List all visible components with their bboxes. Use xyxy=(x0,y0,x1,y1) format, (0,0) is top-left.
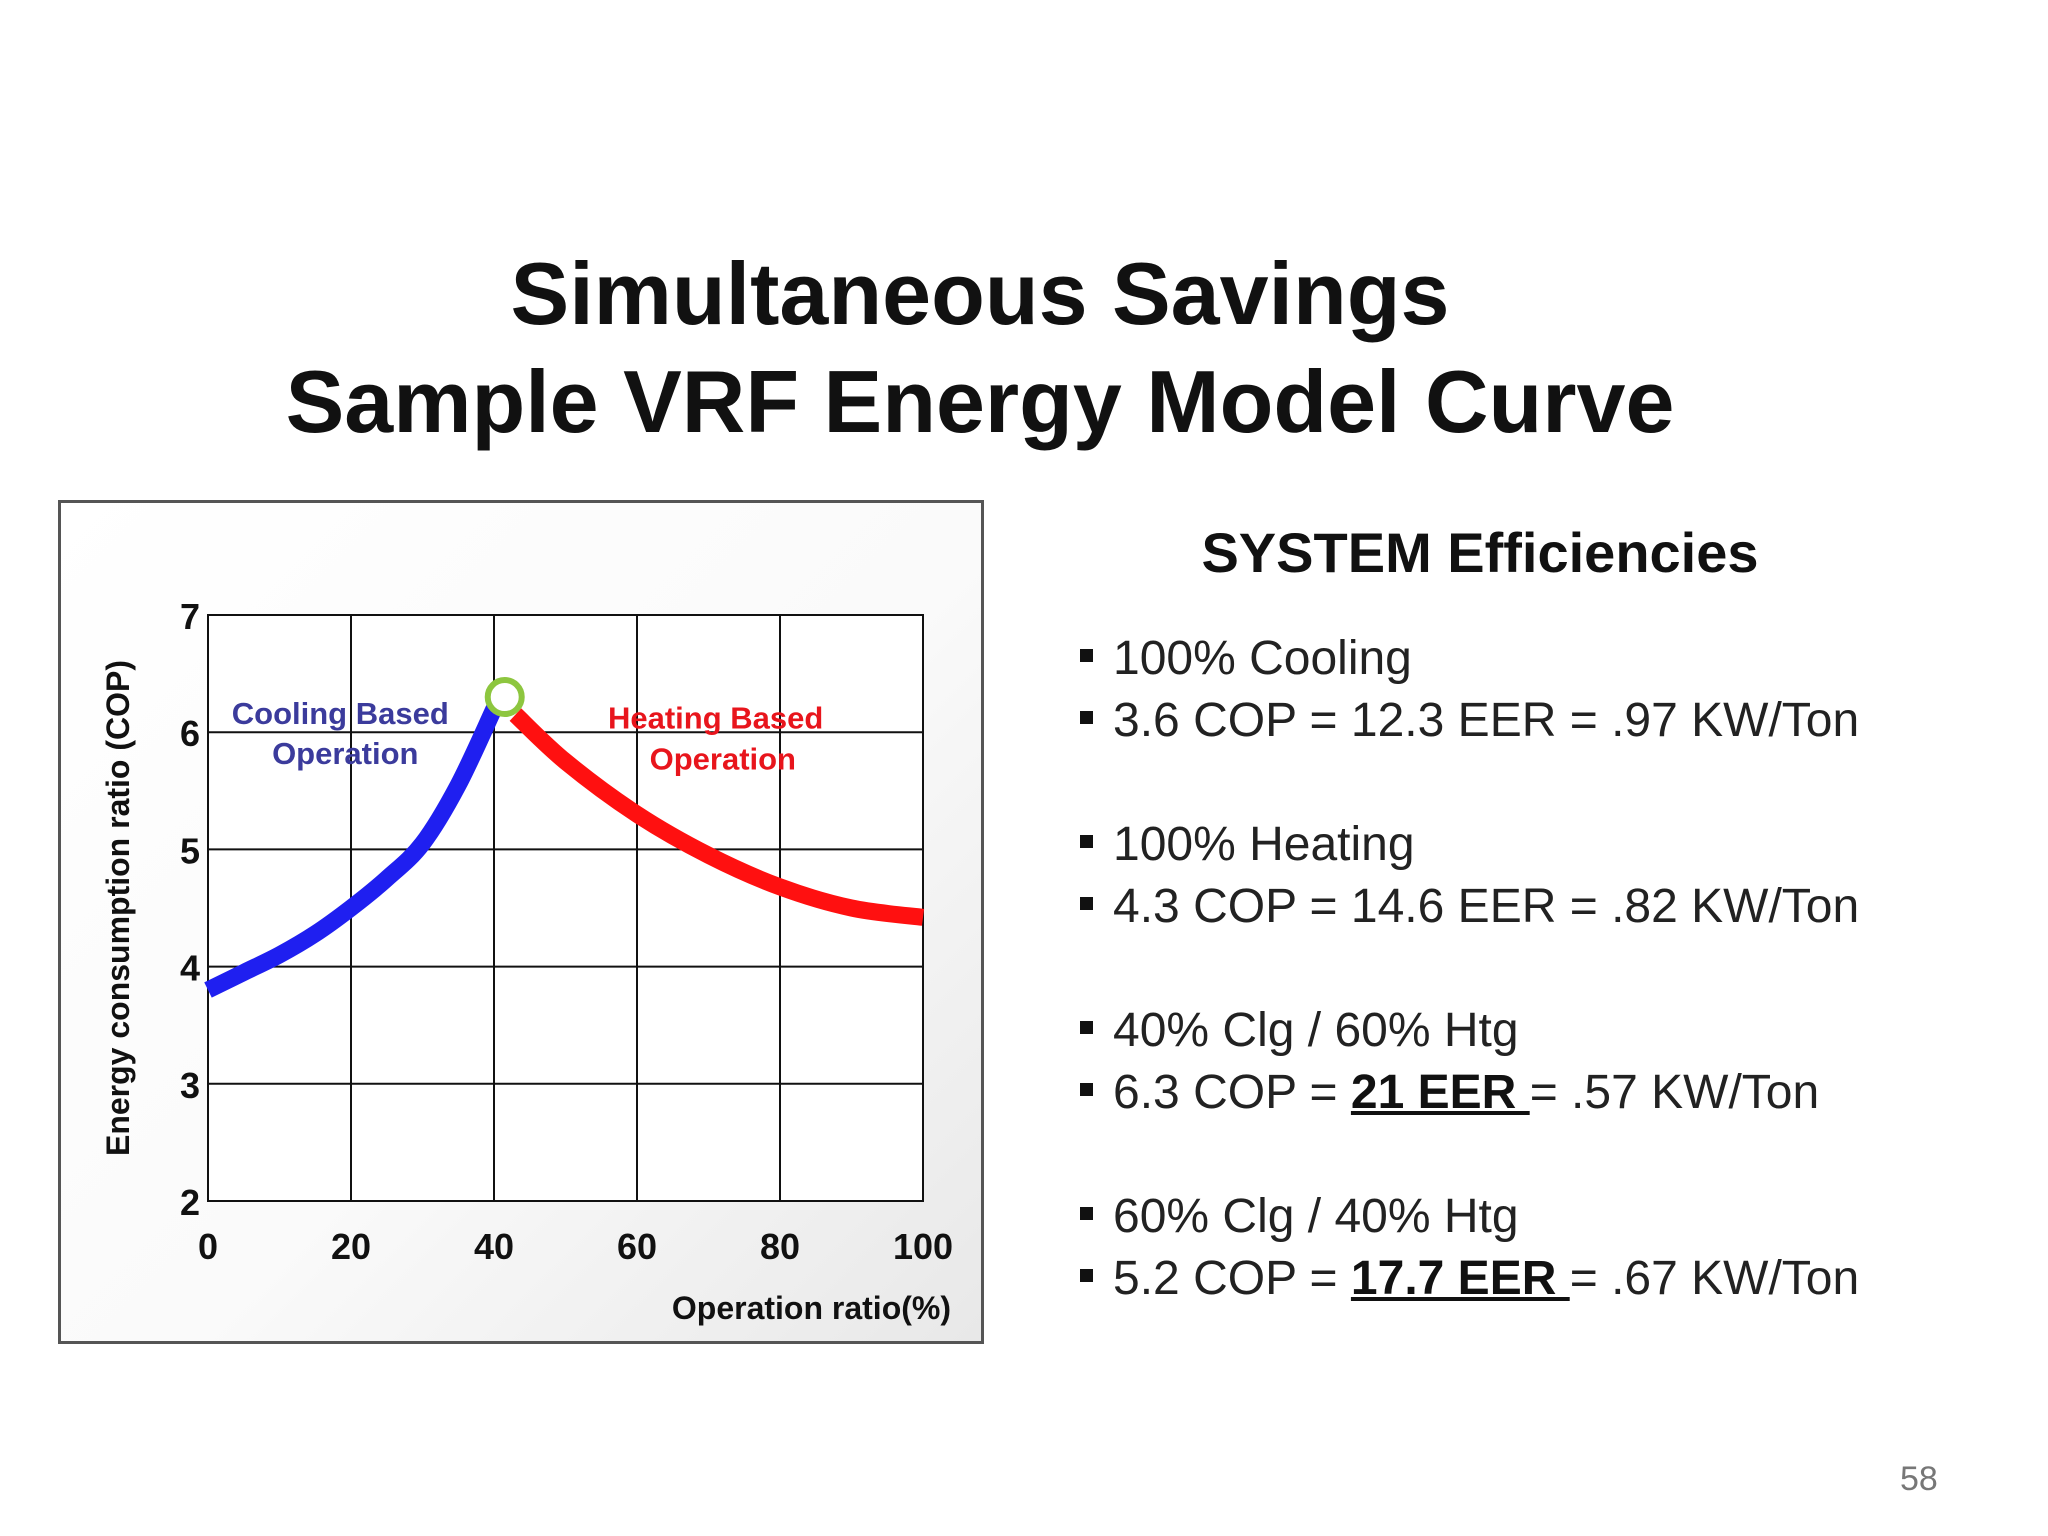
y-tick-label: 2 xyxy=(180,1182,200,1223)
y-tick-label: 7 xyxy=(180,596,200,637)
x-tick-label: 100 xyxy=(893,1226,953,1267)
cooling-curve xyxy=(204,705,502,998)
slide-title-line1: Simultaneous Savings xyxy=(510,244,1450,343)
chart-frame: 0 20 40 60 80 100 2 3 4 5 6 7 Operation ratio(%) Ener… xyxy=(58,500,984,1344)
efficiencies-list: 100% Cooling 3.6 COP = 12.3 EER = .97 KW… xyxy=(1080,628,1980,1372)
efficiency-group-cooling: 100% Cooling 3.6 COP = 12.3 EER = .97 KW… xyxy=(1080,628,1980,752)
heating-label-line2: Operation xyxy=(650,742,796,777)
y-axis-label: Energy consumption ratio (COP) xyxy=(100,660,136,1156)
bullet-square-icon xyxy=(1080,710,1093,724)
list-item: 4.3 COP = 14.6 EER = .82 KW/Ton xyxy=(1080,876,1980,938)
list-item: 6.3 COP = 21 EER = .57 KW/Ton xyxy=(1080,1062,1980,1124)
list-item: 40% Clg / 60% Htg xyxy=(1080,1000,1980,1062)
bullet-square-icon xyxy=(1080,1082,1093,1096)
bullet-square-icon xyxy=(1080,1206,1093,1220)
cooling-label-line1: Cooling Based xyxy=(232,696,449,731)
bullet-square-icon xyxy=(1080,1020,1093,1034)
eer-highlight: 21 EER xyxy=(1350,1066,1530,1119)
x-tick-label: 80 xyxy=(760,1226,800,1267)
bullet-square-icon xyxy=(1080,834,1093,848)
list-item: 100% Cooling xyxy=(1080,628,1980,690)
eer-highlight: 17.7 EER xyxy=(1350,1252,1570,1305)
heating-curve xyxy=(509,708,925,926)
peak-marker xyxy=(484,677,525,718)
x-tick-label: 40 xyxy=(474,1226,514,1267)
cop-chart: 0 20 40 60 80 100 2 3 4 5 6 7 Operation ratio(%) Ener… xyxy=(100,596,953,1326)
heating-label-line1: Heating Based xyxy=(608,701,823,736)
page-number: 58 xyxy=(1900,1460,1938,1498)
list-item: 3.6 COP = 12.3 EER = .97 KW/Ton xyxy=(1080,690,1980,752)
slide-title: Simultaneous Savings Sample VRF Energy M… xyxy=(0,240,1960,456)
list-item: 5.2 COP = 17.7 EER = .67 KW/Ton xyxy=(1080,1248,1980,1310)
bullet-square-icon xyxy=(1080,1268,1093,1282)
list-item: 60% Clg / 40% Htg xyxy=(1080,1186,1980,1248)
cooling-label-line2: Operation xyxy=(272,736,418,771)
x-tick-label: 60 xyxy=(617,1226,657,1267)
x-axis-label: Operation ratio(%) xyxy=(672,1290,951,1326)
efficiency-group-heating: 100% Heating 4.3 COP = 14.6 EER = .82 KW… xyxy=(1080,814,1980,938)
x-tick-label: 0 xyxy=(198,1226,218,1267)
bullet-square-icon xyxy=(1080,648,1093,662)
efficiencies-title: SYSTEM Efficiencies xyxy=(1201,521,1759,584)
efficiency-group-60-40: 60% Clg / 40% Htg 5.2 COP = 17.7 EER = .… xyxy=(1080,1186,1980,1310)
y-tick-label: 4 xyxy=(180,948,200,989)
x-tick-label: 20 xyxy=(331,1226,371,1267)
slide-title-line2: Sample VRF Energy Model Curve xyxy=(285,352,1675,451)
efficiency-group-40-60: 40% Clg / 60% Htg 6.3 COP = 21 EER = .57… xyxy=(1080,1000,1980,1124)
y-tick-label: 5 xyxy=(180,830,200,871)
y-tick-label: 3 xyxy=(180,1065,200,1106)
y-tick-label: 6 xyxy=(180,713,200,754)
plot-area xyxy=(207,614,924,1202)
bullet-square-icon xyxy=(1080,896,1093,910)
list-item: 100% Heating xyxy=(1080,814,1980,876)
